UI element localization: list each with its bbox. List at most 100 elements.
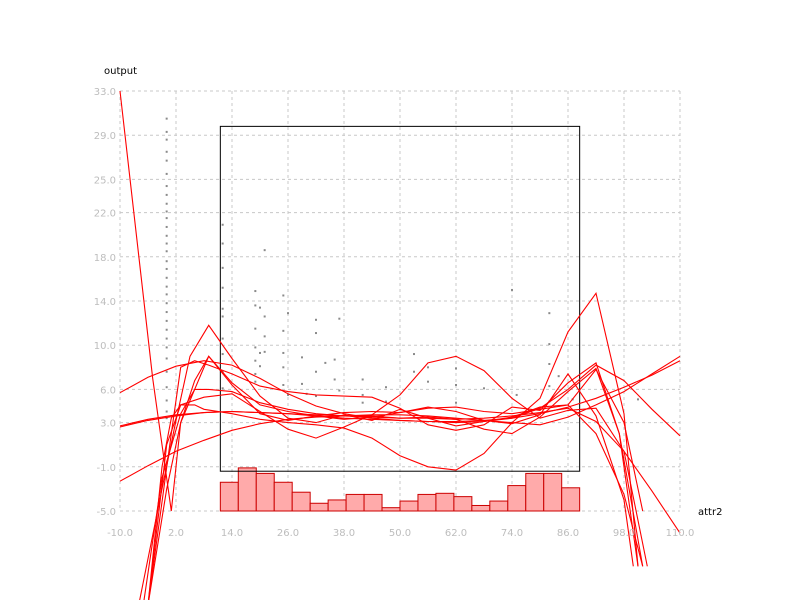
histogram-bar-1 <box>237 467 257 512</box>
y-axis-label: output <box>104 66 137 77</box>
x-tick-label-7: 74.0 <box>501 528 523 539</box>
data-point-71 <box>333 358 336 361</box>
y-tick-label-10: 33.0 <box>94 87 116 98</box>
data-point-19 <box>165 293 168 296</box>
data-point-23 <box>165 328 168 331</box>
data-point-10 <box>165 217 168 220</box>
histogram-bar-7 <box>345 493 365 512</box>
data-point-60 <box>282 384 285 386</box>
data-point-33 <box>221 242 224 245</box>
data-point-2 <box>165 138 168 141</box>
data-point-4 <box>165 159 168 162</box>
data-point-0 <box>165 117 168 120</box>
histogram-bar-10 <box>399 500 419 512</box>
data-point-51 <box>259 365 261 368</box>
data-point-90 <box>548 312 551 315</box>
data-point-27 <box>165 370 168 373</box>
data-point-41 <box>221 387 224 390</box>
y-tick-label-7: 22.0 <box>94 209 116 220</box>
data-point-61 <box>287 312 289 315</box>
y-tick-label-8: 25.0 <box>94 175 116 186</box>
data-point-74 <box>338 389 341 392</box>
data-point-59 <box>282 366 285 369</box>
data-point-82 <box>427 366 429 369</box>
data-point-11 <box>165 225 168 228</box>
data-point-93 <box>548 385 551 388</box>
data-point-68 <box>315 370 317 373</box>
data-point-95 <box>557 375 560 378</box>
histogram-bar-18 <box>543 472 563 512</box>
data-point-43 <box>254 304 257 307</box>
data-point-64 <box>301 382 303 385</box>
data-point-13 <box>165 242 168 245</box>
data-point-9 <box>165 210 168 213</box>
x-tick-label-6: 62.0 <box>445 528 467 539</box>
histogram-bar-3 <box>273 481 293 512</box>
x-tick-label-1: 2.0 <box>168 528 184 539</box>
data-point-44 <box>254 327 257 330</box>
x-tick-label-5: 50.0 <box>389 528 411 539</box>
grid <box>119 90 681 512</box>
data-point-98 <box>637 398 639 401</box>
curve-10 <box>148 292 639 600</box>
data-point-52 <box>263 249 266 252</box>
histogram-bar-6 <box>327 499 347 512</box>
data-point-35 <box>221 286 224 289</box>
data-point-78 <box>385 386 387 389</box>
histogram-bar-4 <box>291 491 311 512</box>
data-point-37 <box>221 315 224 318</box>
data-point-34 <box>221 266 224 269</box>
data-point-29 <box>165 399 168 402</box>
data-point-28 <box>165 386 168 389</box>
curve-9 <box>148 360 644 600</box>
histogram-bar-19 <box>561 487 581 512</box>
data-point-70 <box>324 361 327 364</box>
x-tick-label-0: -10.0 <box>107 528 133 539</box>
x-tick-labels: -10.0 2.0 14.0 26.0 38.0 50.0 62.0 74.0 86.0 98.0… <box>107 528 694 539</box>
data-point-30 <box>165 410 168 413</box>
data-point-26 <box>165 357 168 360</box>
histogram-bar-12 <box>435 492 455 512</box>
x-tick-label-9: 98.0 <box>613 528 635 539</box>
x-axis-label: attr2 <box>698 507 722 518</box>
data-point-32 <box>221 223 224 226</box>
data-point-25 <box>165 346 168 349</box>
curve-8 <box>143 367 639 600</box>
histogram-bar-11 <box>417 493 437 512</box>
y-tick-label-1: -1.0 <box>96 463 116 474</box>
data-point-55 <box>263 350 266 353</box>
data-point-81 <box>413 370 415 373</box>
data-point-62 <box>287 393 289 396</box>
histogram-bar-15 <box>489 500 509 512</box>
histogram-bar-5 <box>309 502 329 512</box>
data-point-3 <box>165 150 168 153</box>
data-point-1 <box>165 130 168 133</box>
data-point-91 <box>548 343 551 346</box>
x-tick-label-3: 26.0 <box>277 528 299 539</box>
data-point-6 <box>165 185 168 188</box>
histogram-bar-14 <box>471 504 491 512</box>
data-point-75 <box>361 378 364 381</box>
data-point-39 <box>221 353 224 356</box>
data-point-92 <box>548 363 551 365</box>
data-point-86 <box>455 401 457 404</box>
data-point-17 <box>165 276 168 279</box>
curve-4 <box>119 90 644 567</box>
histogram-bar-9 <box>381 507 401 512</box>
histogram-bar-2 <box>255 472 275 512</box>
data-point-8 <box>165 202 168 205</box>
data-point-85 <box>455 384 457 386</box>
histogram-bar-0 <box>219 481 239 512</box>
data-point-50 <box>259 351 261 354</box>
data-point-48 <box>254 380 257 383</box>
data-point-76 <box>361 393 364 396</box>
data-point-47 <box>254 372 257 375</box>
data-point-5 <box>165 172 168 175</box>
data-point-67 <box>315 332 317 335</box>
curve-7 <box>147 355 648 600</box>
x-tick-label-8: 86.0 <box>557 528 579 539</box>
y-tick-label-4: 10.0 <box>94 341 116 352</box>
data-point-22 <box>165 319 168 322</box>
curve-5 <box>148 355 634 600</box>
